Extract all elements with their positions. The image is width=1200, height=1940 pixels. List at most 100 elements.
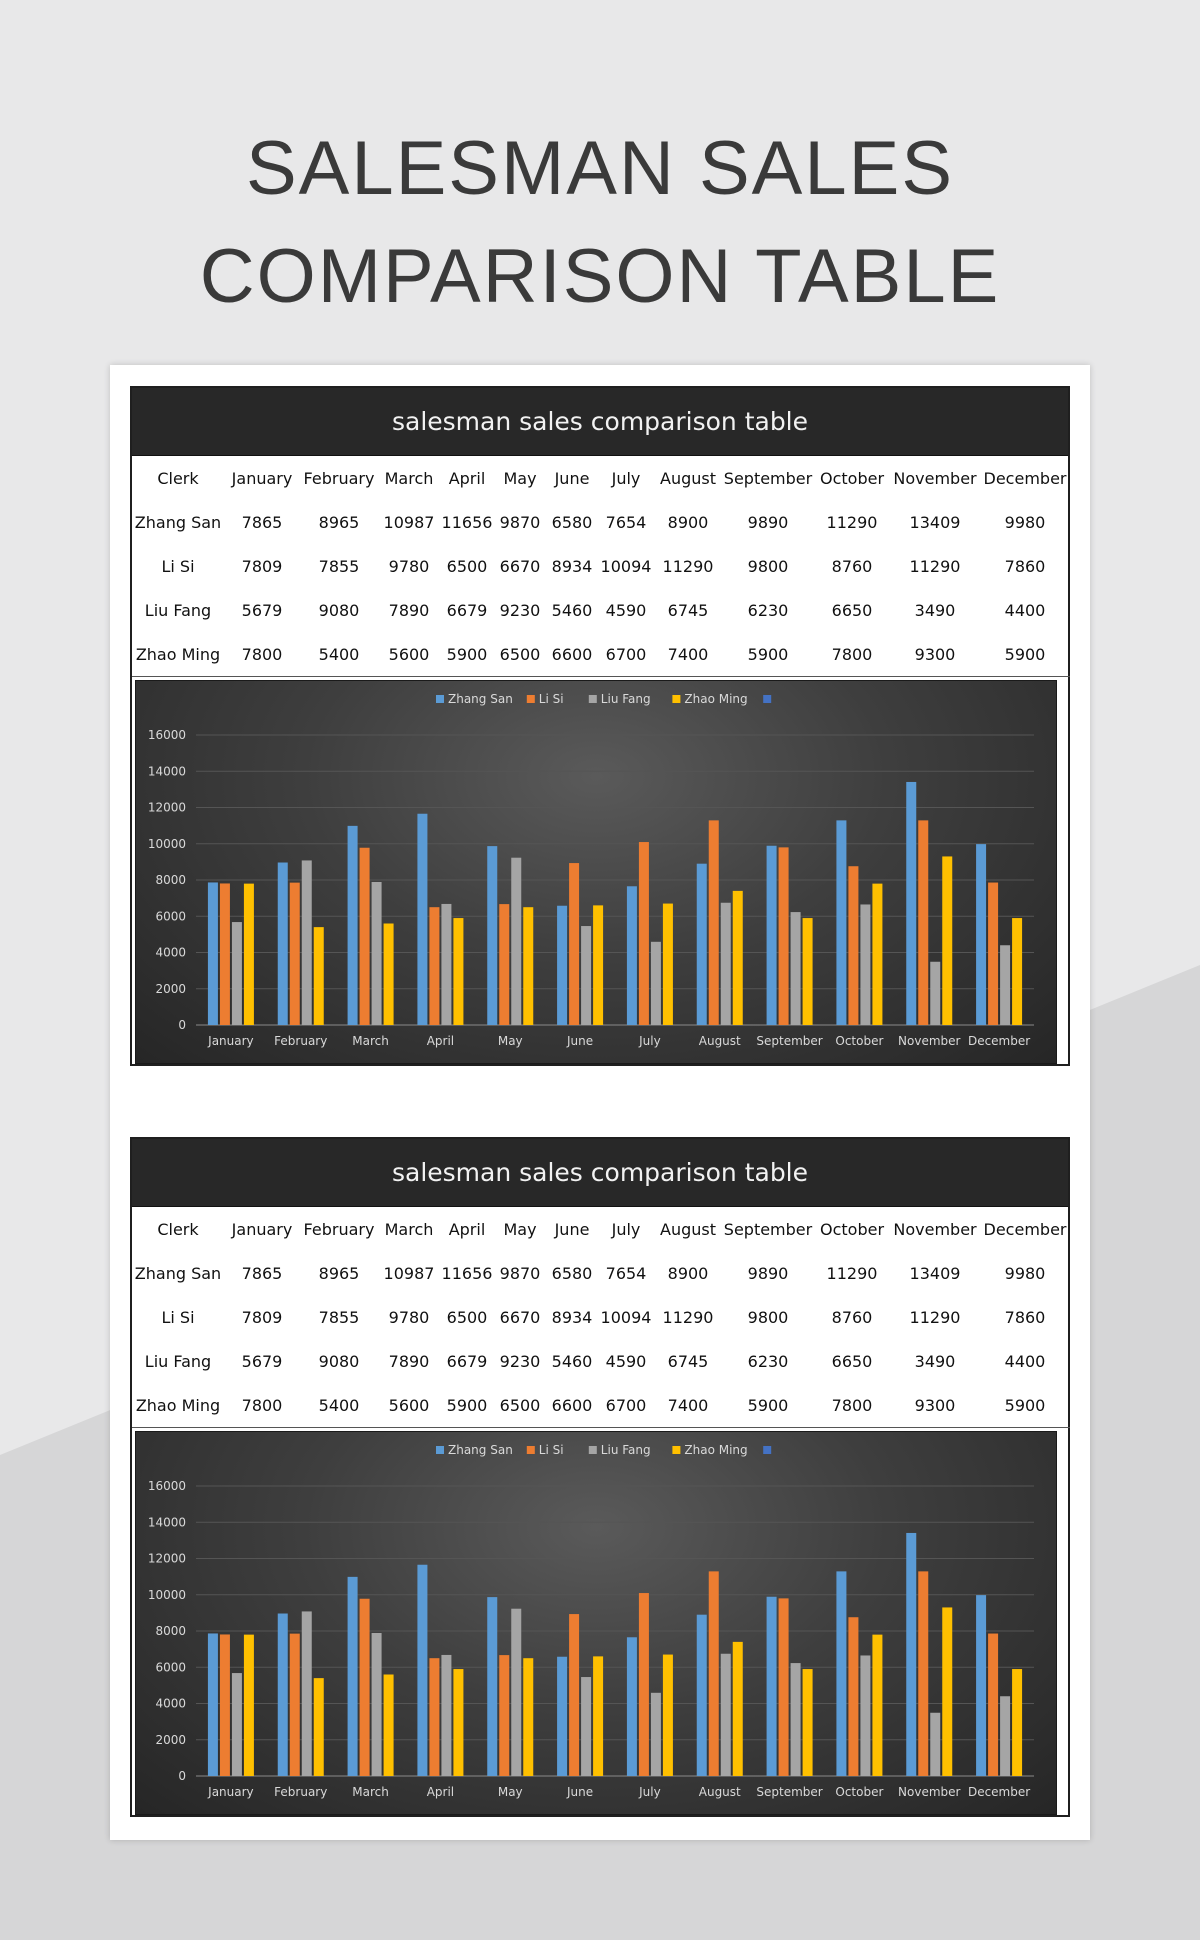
column-header: June [554,468,590,488]
bar-zhang-san [766,1596,777,1776]
sheet-1: salesman sales comparison table Clerk Jan… [130,386,1070,1066]
column-header: November [893,1219,977,1239]
sales-cell: 4400 [1004,1351,1046,1371]
sales-cell: 10094 [600,556,652,576]
sales-cell: 8760 [831,1307,873,1327]
x-tick-label: April [427,1034,454,1048]
sales-cell: 11656 [441,1263,493,1283]
bar-li-si [988,1633,999,1776]
bar-li-si [848,866,859,1025]
bar-li-si [289,882,300,1025]
sales-cell: 9300 [890,1383,980,1428]
bar-zhao-ming [802,918,813,1025]
column-header: Clerk [157,468,199,488]
y-tick-label: 6000 [155,1660,186,1674]
sales-cell: 7654 [605,1263,647,1283]
table-row: Zhao Ming 7800 5400 5600 5900 6500 6600 6700 740… [132,1383,1070,1428]
column-header: December [983,468,1067,488]
legend-swatch [436,1446,444,1454]
bar-zhao-ming [383,923,394,1025]
bar-zhang-san [626,1637,637,1776]
sales-cell: 7809 [241,1307,283,1327]
x-tick-label: December [968,1034,1030,1048]
sheet-title: salesman sales comparison table [132,388,1068,456]
column-header: September [723,1219,813,1239]
bar-zhang-san [487,846,498,1025]
sales-cell: 11656 [441,512,493,532]
x-tick-label: May [498,1785,523,1799]
y-tick-label: 0 [178,1018,186,1032]
sales-cell: 6650 [831,1351,873,1371]
bar-li-si [429,907,440,1025]
sales-cell: 9300 [890,632,980,677]
bar-liu-fang [790,1663,801,1776]
column-header: October [819,468,885,488]
legend-swatch [763,695,772,703]
column-header: November [893,468,977,488]
legend-swatch [588,695,597,703]
bar-zhao-ming [313,1678,324,1776]
x-tick-label: January [207,1034,254,1048]
sales-cell: 4590 [605,600,647,620]
bar-liu-fang [930,1712,941,1776]
column-header: September [723,468,813,488]
sales-cell: 5900 [440,632,494,677]
bar-li-si [429,1658,440,1776]
x-tick-label: October [835,1785,883,1799]
x-tick-label: September [756,1785,822,1799]
sales-cell: 3490 [914,1351,956,1371]
sales-cell: 6670 [499,556,541,576]
legend-label: Zhao Ming [684,692,747,706]
sales-cell: 6650 [831,600,873,620]
sales-cell: 6230 [747,1351,789,1371]
sales-cell: 10987 [383,1263,435,1283]
sales-cell: 11290 [826,512,878,532]
x-tick-label: September [756,1034,822,1048]
clerk-name-cell: Zhao Ming [132,1383,224,1428]
sales-cell: 5679 [241,1351,283,1371]
chart-svg: 0 2000 4000 6000 8000 10000 12000 14000 16000 Jan… [148,1443,1034,1799]
bar-liu-fang [720,1653,731,1776]
y-tick-label: 10000 [148,837,186,851]
bar-li-si [219,883,230,1025]
sales-cell: 7400 [654,632,722,677]
x-tick-label: May [498,1034,523,1048]
column-header: February [303,468,375,488]
bar-chart: 0 2000 4000 6000 8000 10000 12000 14000 16000 Jan… [135,680,1057,1064]
bar-zhang-san [417,813,428,1025]
column-header: March [384,1219,434,1239]
x-tick-label: January [207,1785,254,1799]
table-header-row: Clerk January February March April May June Jul… [132,456,1070,500]
sales-cell: 7400 [654,1383,722,1428]
y-tick-label: 4000 [155,1697,186,1711]
y-tick-label: 16000 [148,1479,186,1493]
sales-cell: 9980 [1004,512,1046,532]
bar-zhao-ming [243,883,254,1025]
legend-swatch [588,1446,597,1454]
bar-zhao-ming [1012,1669,1023,1776]
bar-zhao-ming [732,1641,743,1776]
bar-li-si [289,1633,300,1776]
sales-cell: 9890 [747,512,789,532]
bar-liu-fang [720,902,731,1025]
sales-cell: 9080 [318,600,360,620]
legend-swatch [436,695,444,703]
sales-cell: 7800 [224,1383,300,1428]
column-header: January [231,1219,293,1239]
clerk-name-cell: Li Si [161,556,195,576]
sales-cell: 9230 [499,1351,541,1371]
sales-cell: 7855 [318,556,360,576]
sales-cell: 3490 [914,600,956,620]
legend-swatch [526,695,535,703]
bar-liu-fang [441,903,452,1025]
bar-li-si [359,847,370,1025]
x-tick-label: July [638,1034,661,1048]
legend-label: Liu Fang [601,1443,651,1457]
sales-table: Clerk January February March April May June Jul… [132,1207,1070,1428]
bar-liu-fang [301,860,312,1025]
sales-cell: 8900 [667,512,709,532]
bar-zhang-san [347,825,358,1025]
y-tick-label: 2000 [155,982,186,996]
bar-zhang-san [207,1633,218,1776]
x-tick-label: August [699,1785,741,1799]
